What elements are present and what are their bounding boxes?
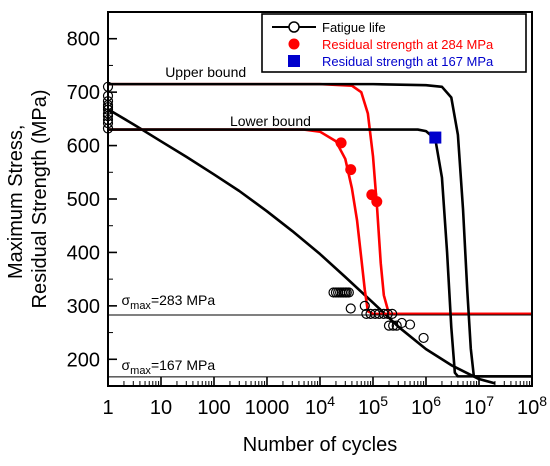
series-0-point-32 — [396, 317, 407, 329]
x-tick-label: 1000 — [245, 397, 290, 419]
x-axis-title: Number of cycles — [243, 434, 398, 456]
curve-3 — [108, 108, 496, 385]
x-tick-label: 106 — [411, 393, 441, 419]
series-0-point-33 — [404, 319, 416, 330]
y-tick-label: 700 — [67, 82, 100, 104]
y-axis-title-line2: Residual Strength (MPa) — [29, 90, 51, 309]
legend-box — [261, 13, 527, 73]
annotation-0: Upper bound — [165, 64, 246, 80]
series-0-point-31 — [391, 320, 402, 331]
series-1-point-3 — [371, 196, 383, 208]
annotations-layer: Upper bound Lower bound σmax=283 MPa σmax=1… — [122, 64, 311, 377]
series-0-point-28 — [387, 308, 398, 319]
series-0-point-34 — [418, 332, 429, 344]
series-0-point-21 — [359, 300, 370, 311]
x-tick-label: 104 — [305, 393, 335, 419]
legend-marker — [288, 21, 300, 33]
curve-4 — [108, 128, 532, 316]
curve-5 — [108, 82, 532, 316]
legend: Fatigue life Residual strength at 284 MPa… — [261, 13, 527, 73]
axis-ticks: 1 10 100 1000 104 105 106 107 108 200 300 400 500 600… — [67, 29, 548, 419]
legend-label: Fatigue life — [322, 20, 386, 35]
series-0-point-27 — [382, 308, 393, 319]
x-tick-label: 10 — [150, 397, 172, 419]
x-tick-label: 100 — [197, 397, 230, 419]
annotation-1: Lower bound — [230, 113, 311, 129]
legend-label: Residual strength at 284 MPa — [322, 37, 494, 52]
y-tick-label: 800 — [67, 29, 100, 51]
legend-marker — [288, 55, 300, 67]
y-tick-label: 200 — [67, 349, 100, 371]
curve-7 — [108, 82, 532, 378]
legend-marker — [288, 38, 300, 50]
x-tick-label: 1 — [102, 397, 113, 419]
series-1-point-1 — [345, 164, 357, 176]
y-tick-label: 600 — [67, 136, 100, 158]
y-tick-label: 500 — [67, 189, 100, 211]
y-axis-title: Maximum Stress, Residual Strength (MPa) — [5, 90, 51, 309]
y-tick-label: 300 — [67, 296, 100, 318]
series-2-point-0 — [429, 131, 442, 144]
series-0-point-26 — [378, 308, 389, 319]
series-1-point-0 — [335, 137, 347, 149]
y-axis-title-line1: Maximum Stress, — [5, 125, 27, 279]
x-tick-label: 105 — [358, 393, 388, 419]
y-tick-label: 400 — [67, 242, 100, 264]
curve-6 — [108, 128, 532, 378]
series-0-point-20 — [345, 303, 356, 314]
curves-layer — [108, 82, 532, 385]
x-tick-label: 107 — [464, 393, 494, 419]
x-tick-label: 108 — [517, 393, 547, 419]
annotation-3: σmax=167 MPa — [122, 357, 216, 377]
legend-label: Residual strength at 167 MPa — [322, 54, 494, 69]
annotation-2: σmax=283 MPa — [122, 292, 216, 312]
series-0-point-19 — [343, 287, 354, 298]
series-0-point-29 — [383, 320, 395, 331]
